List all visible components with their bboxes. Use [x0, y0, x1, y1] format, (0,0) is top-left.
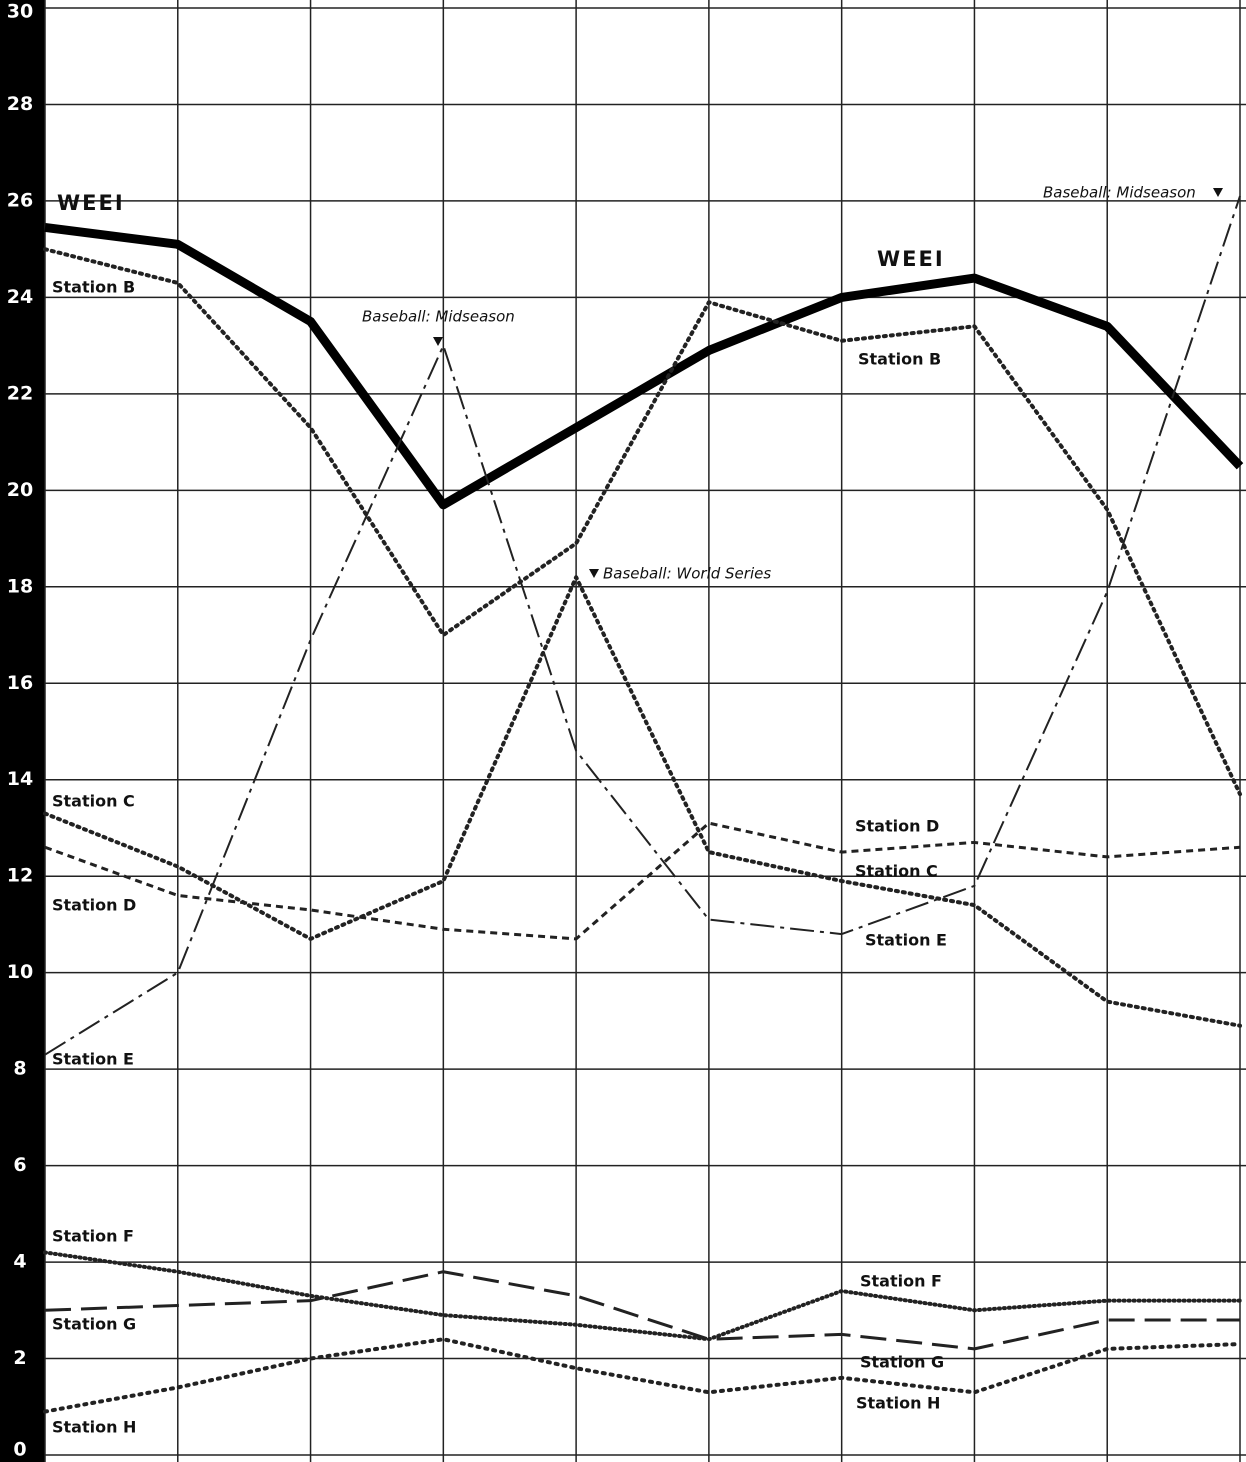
series-label: Station B	[858, 350, 941, 369]
series-label: Station H	[52, 1418, 136, 1437]
y-tick-label: 6	[13, 1154, 26, 1176]
y-tick-label: 8	[13, 1058, 26, 1080]
y-tick-label: 10	[7, 961, 33, 983]
series-label: Station C	[52, 792, 135, 811]
series-line	[44, 821, 1241, 941]
series-label: Station B	[52, 278, 135, 297]
series-label: Station F	[860, 1272, 942, 1291]
y-tick-label: 0	[13, 1439, 26, 1461]
y-tick-label: 14	[7, 768, 33, 790]
series-label: WEEI	[57, 191, 125, 215]
series-line	[43, 247, 1242, 797]
y-tick-label: 28	[7, 93, 33, 115]
series-label: Station D	[52, 896, 136, 915]
series-label: Station E	[52, 1050, 134, 1069]
series-label: Station E	[865, 931, 947, 950]
annotation: Baseball: Midseason	[362, 308, 515, 326]
series-label: Station F	[52, 1227, 134, 1246]
y-tick-label: 2	[13, 1347, 26, 1369]
annotation: Baseball: World Series	[603, 565, 771, 583]
series-label: WEEI	[877, 247, 945, 271]
series-line	[44, 222, 1244, 510]
series-label: Station H	[856, 1394, 940, 1413]
y-tick-label: 16	[7, 672, 33, 694]
series-label: Station D	[855, 817, 939, 836]
y-tick-label: 18	[7, 575, 33, 597]
axis-strip	[0, 0, 45, 1462]
annotation-arrow	[589, 569, 599, 578]
series-line	[43, 1337, 1242, 1414]
series-line	[44, 1270, 1240, 1351]
series-label: Station G	[52, 1315, 136, 1334]
annotation: Baseball: Midseason	[1043, 184, 1196, 202]
series-label: Station C	[855, 862, 938, 881]
series-line	[43, 1250, 1242, 1342]
y-tick-label: 26	[7, 189, 33, 211]
y-tick-label: 20	[7, 479, 33, 501]
series-label: Station G	[860, 1353, 944, 1372]
annotation-arrow	[433, 337, 443, 346]
series-line	[44, 195, 1241, 1056]
annotation-arrow	[1213, 188, 1223, 197]
y-tick-label: 30	[7, 1, 33, 23]
y-tick-label: 4	[13, 1251, 26, 1273]
y-tick-label: 24	[7, 286, 33, 308]
y-tick-label: 22	[7, 382, 33, 404]
y-tick-label: 12	[7, 865, 33, 887]
